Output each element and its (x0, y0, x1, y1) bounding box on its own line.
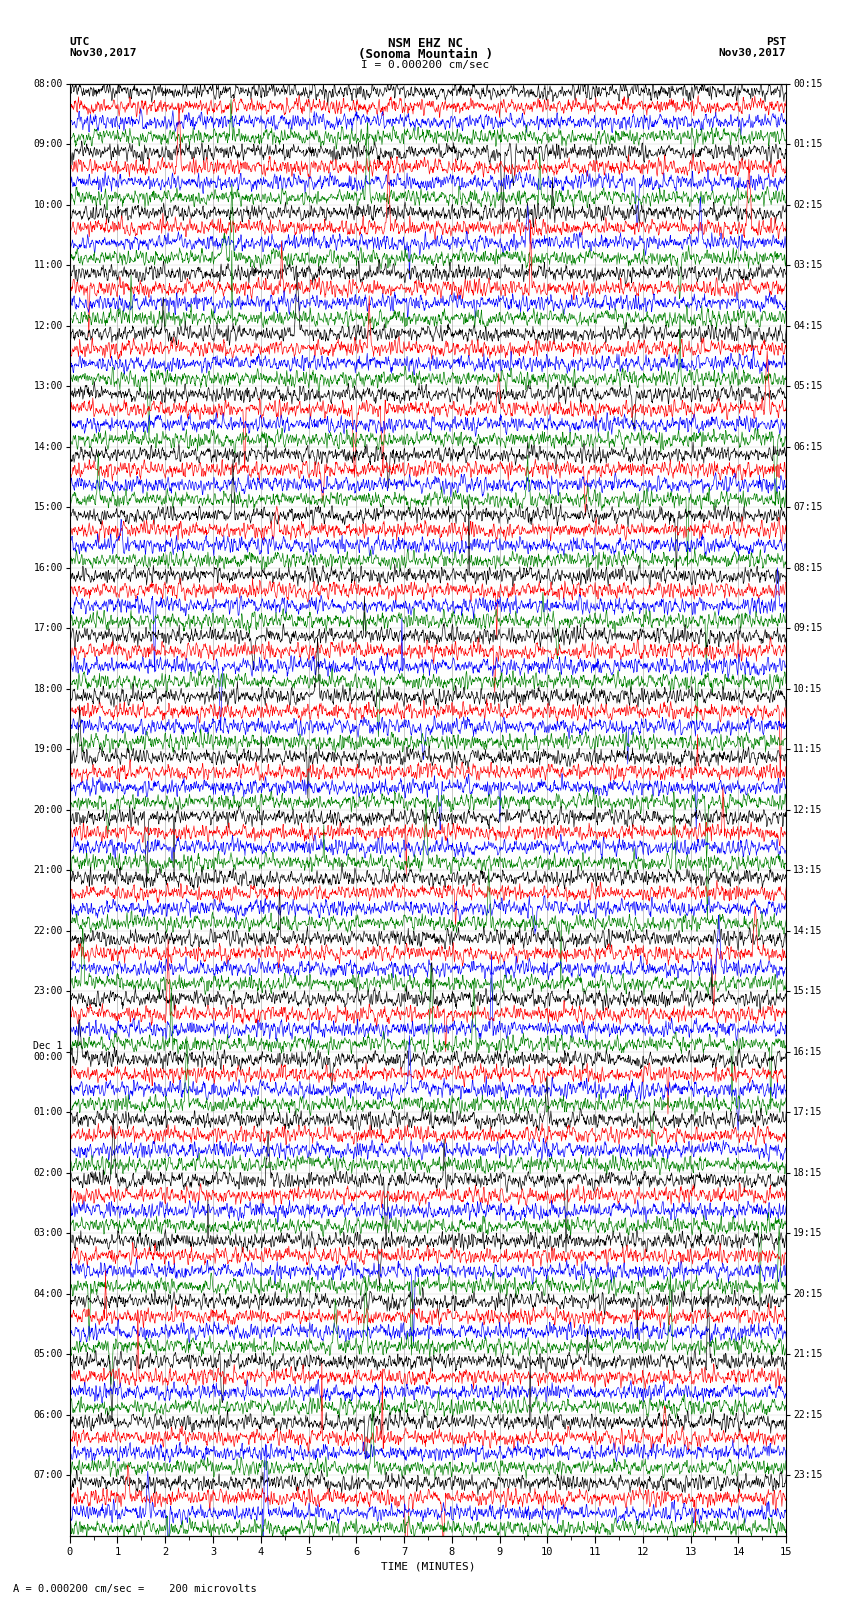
Text: A = 0.000200 cm/sec =    200 microvolts: A = 0.000200 cm/sec = 200 microvolts (13, 1584, 257, 1594)
Text: I = 0.000200 cm/sec: I = 0.000200 cm/sec (361, 60, 489, 69)
Text: Nov30,2017: Nov30,2017 (719, 48, 786, 58)
Text: Nov30,2017: Nov30,2017 (70, 48, 137, 58)
Text: PST: PST (766, 37, 786, 47)
Text: NSM EHZ NC: NSM EHZ NC (388, 37, 462, 50)
Text: (Sonoma Mountain ): (Sonoma Mountain ) (358, 48, 492, 61)
X-axis label: TIME (MINUTES): TIME (MINUTES) (381, 1561, 475, 1571)
Text: UTC: UTC (70, 37, 90, 47)
